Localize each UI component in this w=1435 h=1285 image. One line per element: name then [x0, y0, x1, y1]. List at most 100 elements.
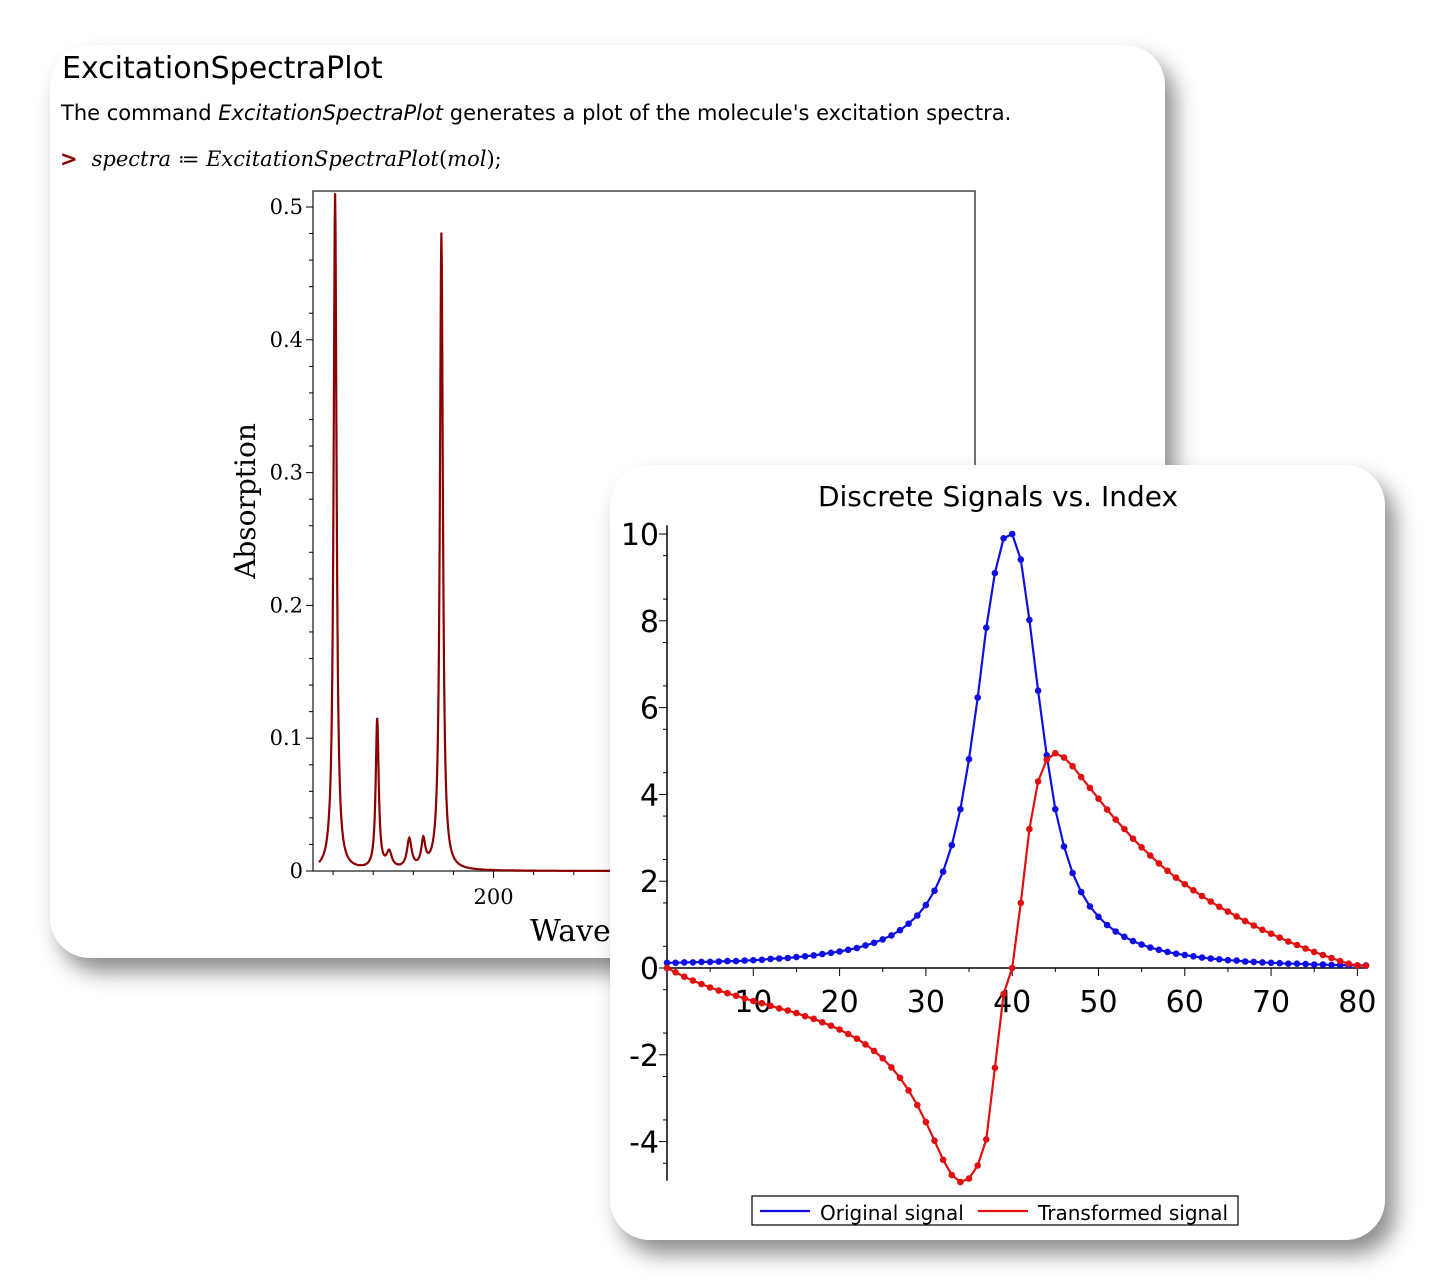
y-tick-label: 0.3 — [270, 461, 303, 485]
x-tick-label: 70 — [1252, 985, 1290, 1020]
transformed-signal-point — [844, 1030, 852, 1038]
transformed-signal-point — [775, 1005, 783, 1012]
transformed-signal-point — [689, 977, 697, 984]
original-signal-point — [1172, 950, 1180, 957]
y-tick-label: 2 — [640, 865, 659, 900]
chart-title: Discrete Signals vs. Index — [818, 480, 1178, 513]
legend: Original signal Transformed signal — [751, 1195, 1239, 1226]
transformed-signal-point — [1147, 852, 1154, 859]
original-signal-point — [914, 912, 921, 919]
original-signal-point — [758, 956, 766, 964]
transformed-signal-point — [681, 973, 688, 980]
y-tick-label: 0.5 — [270, 195, 303, 219]
original-signal-point — [724, 957, 731, 965]
original-signal-point — [1138, 941, 1145, 948]
transformed-signal-point — [750, 997, 757, 1005]
original-signal-point — [1155, 946, 1163, 954]
transformed-signal-point — [724, 989, 731, 997]
y-tick-label: -2 — [629, 1039, 659, 1074]
original-signal-point — [1233, 957, 1240, 964]
x-tick-label: 60 — [1166, 985, 1204, 1020]
signals-series — [663, 530, 1370, 1186]
transformed-signal-point — [1190, 887, 1197, 894]
transformed-signal-point — [715, 987, 723, 994]
command-paren-open: ( — [438, 147, 448, 171]
transformed-signal-point — [1086, 784, 1094, 792]
original-signal-point — [1147, 944, 1154, 951]
transformed-signal-point — [1112, 816, 1119, 823]
original-signal-point — [784, 954, 792, 962]
original-signal-point — [1000, 535, 1007, 542]
transformed-signal-point — [1328, 954, 1335, 962]
transformed-signal-point — [836, 1026, 843, 1033]
transformed-signal-point — [974, 1162, 981, 1169]
transformed-signal-point — [1095, 795, 1102, 802]
original-signal-point — [1250, 958, 1258, 966]
original-signal-point — [1302, 960, 1309, 968]
original-signal-point — [1129, 937, 1137, 945]
original-signal-point — [1224, 956, 1232, 964]
original-signal-point — [827, 949, 835, 957]
original-signal-point — [1103, 921, 1111, 929]
original-signal-point — [1052, 805, 1059, 813]
transformed-signal-point — [698, 980, 705, 988]
transformed-signal-point — [1293, 941, 1301, 949]
y-tick-label: 6 — [640, 692, 659, 727]
transformed-signal-point — [672, 969, 679, 976]
transformed-signal-point — [1276, 934, 1283, 941]
original-signal-point — [819, 950, 826, 958]
command-input-line[interactable]: > spectra ≔ ExcitationSpectraPlot(mol); — [60, 147, 502, 171]
transformed-signal-point — [914, 1101, 921, 1109]
original-signal-point — [1319, 961, 1327, 968]
y-tick-label: 8 — [640, 605, 659, 640]
original-signal-point — [810, 952, 817, 959]
y-axis-label: Absorption — [229, 423, 262, 580]
original-signal-point — [1077, 888, 1085, 896]
transformed-signal-point — [1069, 762, 1076, 770]
legend-label-transformed: Transformed signal — [1037, 1201, 1228, 1225]
original-signal-point — [1034, 687, 1042, 694]
original-signal-point — [870, 939, 878, 947]
transformed-signal-point — [1129, 835, 1137, 842]
original-signal-point — [663, 959, 671, 967]
command-argument: mol — [447, 147, 487, 171]
description-pre: The command — [61, 101, 219, 125]
transformed-signal-point — [741, 995, 748, 1002]
original-signal-point — [689, 959, 697, 966]
original-signal-point — [1216, 956, 1223, 963]
transformed-signal-point — [888, 1064, 895, 1071]
original-signal-point — [896, 926, 904, 934]
command-end: ); — [486, 147, 502, 171]
x-axis-label: Wavel — [530, 914, 620, 949]
original-signal-point — [767, 955, 774, 963]
transformed-signal-point — [870, 1047, 878, 1055]
signals-plot-card: Discrete Signals vs. Index -4-2024681010… — [610, 465, 1385, 1240]
transformed-signal-point — [1267, 930, 1275, 937]
transformed-signal-point — [1077, 773, 1085, 781]
transformed-signal-point — [862, 1041, 869, 1048]
transformed-signal-point — [1207, 898, 1214, 905]
original-signal-point — [741, 957, 748, 964]
transformed-signal-point — [1060, 754, 1068, 761]
original-signal-point — [991, 569, 999, 577]
original-signal-point — [879, 936, 886, 943]
original-signal-point — [1276, 959, 1283, 967]
x-tick-label: 200 — [473, 885, 513, 909]
original-signal-point — [801, 953, 809, 960]
command-variable: spectra — [91, 147, 172, 171]
transformed-signal-point — [983, 1136, 990, 1143]
original-signal-point — [793, 953, 800, 961]
original-signal-point — [1181, 951, 1189, 959]
transformed-signal-point — [1233, 913, 1240, 920]
transformed-signal-point — [1354, 962, 1361, 969]
x-tick-label: 40 — [993, 985, 1031, 1020]
original-signal-point — [1328, 961, 1335, 969]
section-heading: ExcitationSpectraPlot — [62, 51, 383, 86]
transformed-signal-point — [1302, 945, 1309, 952]
transformed-signal-point — [1172, 874, 1180, 881]
transformed-signal-point — [784, 1007, 792, 1014]
transformed-signal-point — [1181, 880, 1189, 888]
original-signal-point — [853, 944, 861, 952]
original-signal-point — [1241, 958, 1249, 965]
transformed-signal-point — [1164, 867, 1171, 875]
